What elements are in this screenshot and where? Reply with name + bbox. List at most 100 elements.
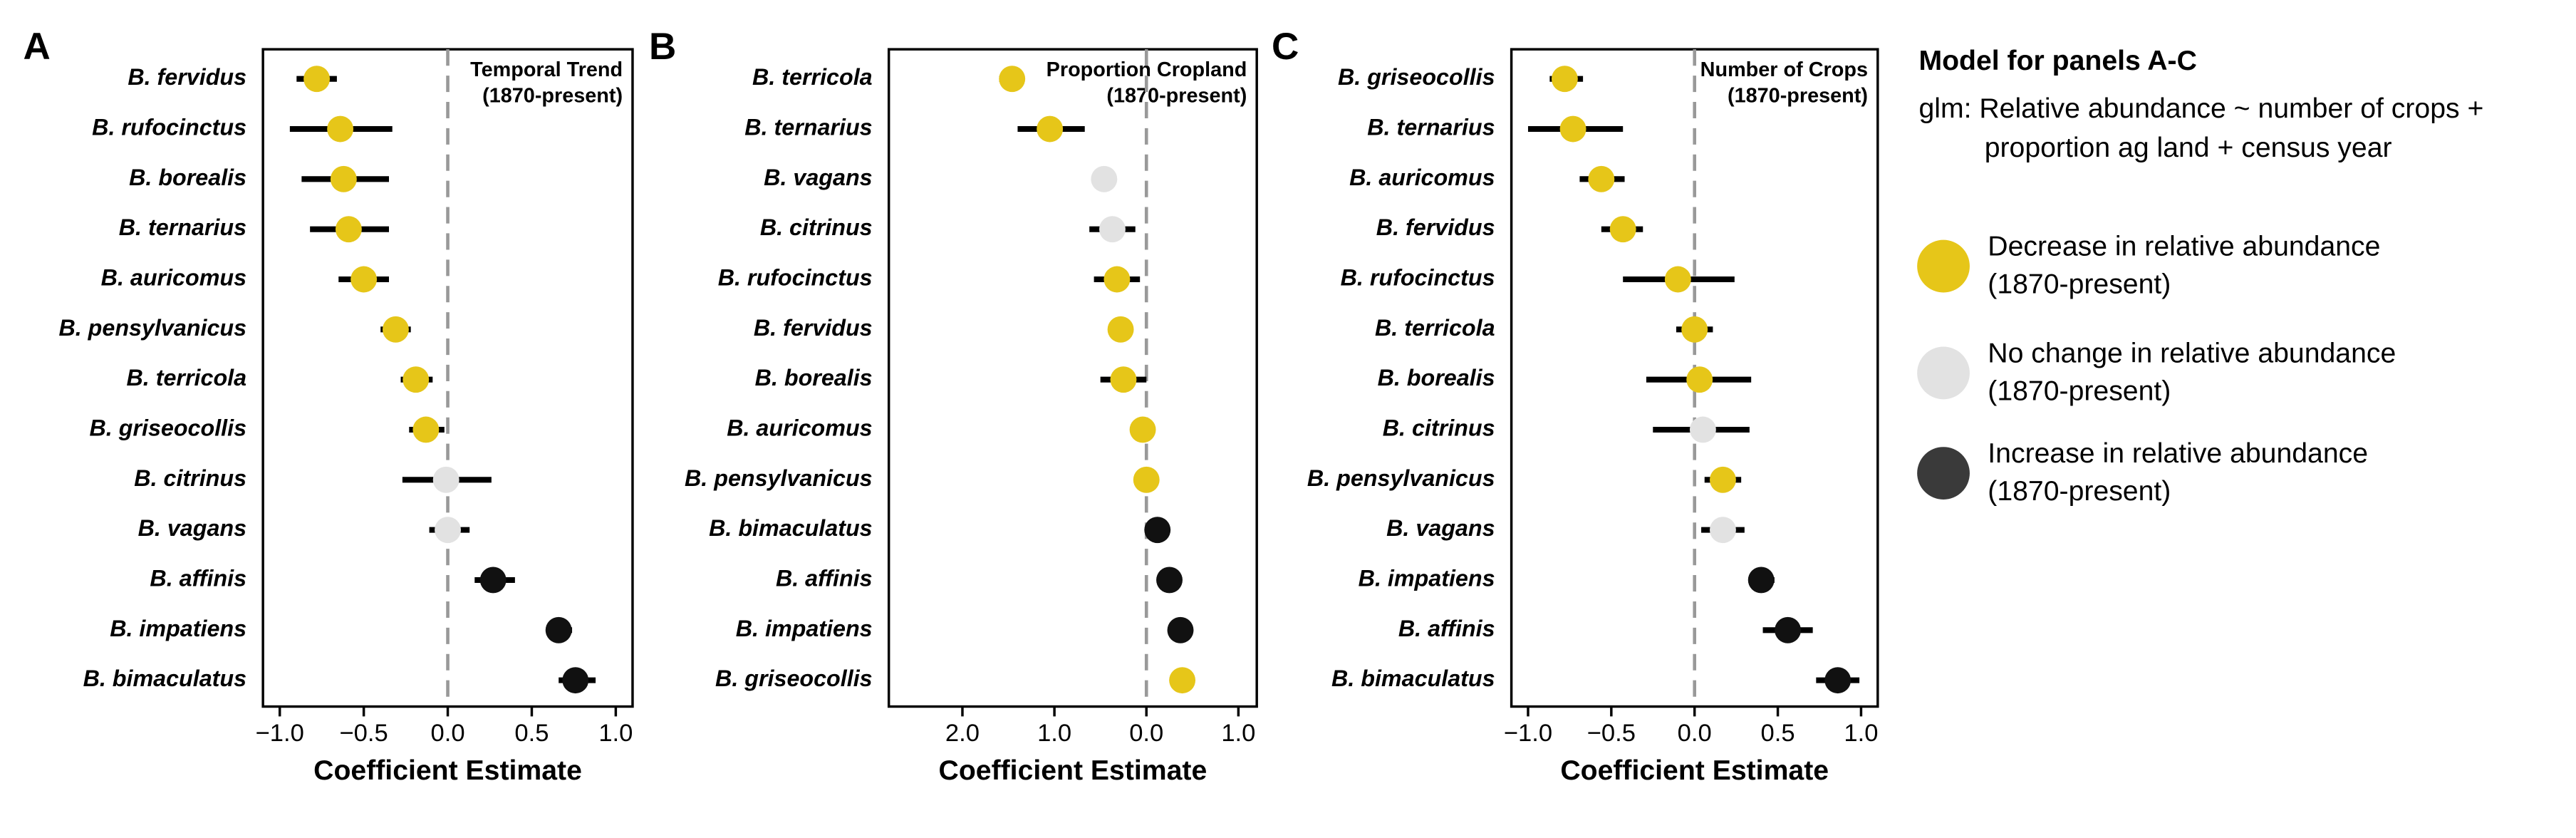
legend-label: Increase in relative abundance: [1988, 438, 2368, 469]
x-tick-label: 0.0: [431, 720, 465, 747]
y-tick-label: B. griseocollis: [715, 666, 873, 691]
estimate-point: [350, 266, 378, 293]
legend-label: No change in relative abundance: [1988, 338, 2396, 368]
estimate-point: [1689, 416, 1716, 443]
panel-letter: A: [23, 26, 50, 68]
estimate-point: [1709, 517, 1736, 544]
x-tick-label: 0.0: [1678, 720, 1712, 747]
estimate-point: [303, 66, 331, 93]
y-tick-label: B. terricola: [752, 64, 873, 90]
estimate-point: [1091, 165, 1118, 192]
y-tick-label: B. fervidus: [128, 64, 246, 90]
estimate-point: [1588, 165, 1615, 192]
y-tick-label: B. borealis: [129, 165, 246, 190]
panel-annotation: (1870-present): [1728, 85, 1868, 108]
estimate-point: [1824, 667, 1852, 694]
y-tick-label: B. griseocollis: [90, 415, 247, 441]
x-tick-label: 0.5: [1761, 720, 1795, 747]
estimate-point: [1169, 667, 1196, 694]
estimate-point: [1144, 517, 1171, 544]
estimate-point: [330, 165, 357, 192]
x-axis-label: Coefficient Estimate: [939, 755, 1208, 786]
estimate-point: [1681, 316, 1708, 343]
estimate-point: [1664, 266, 1691, 293]
estimate-point: [1551, 66, 1578, 93]
estimate-point: [435, 517, 461, 544]
x-tick-label: 2.0: [945, 720, 980, 747]
y-tick-label: B. impatiens: [1359, 566, 1495, 591]
x-tick-label: 1.0: [1037, 720, 1071, 747]
x-axis-label: Coefficient Estimate: [313, 755, 582, 786]
x-tick-label: −1.0: [1504, 720, 1552, 747]
estimate-point: [402, 366, 430, 393]
plot-frame: [887, 48, 1258, 708]
y-tick-label: B. fervidus: [1376, 214, 1495, 240]
estimate-point: [1709, 466, 1736, 493]
y-tick-label: B. citrinus: [1383, 415, 1495, 441]
x-tick-label: 0.0: [1129, 720, 1163, 747]
estimate-point: [999, 66, 1026, 93]
estimate-point: [1167, 616, 1194, 643]
y-tick-label: B. pensylvanicus: [58, 315, 246, 341]
estimate-point: [412, 416, 440, 443]
legend-swatch: [1917, 239, 1970, 293]
y-tick-label: B. terricola: [1375, 315, 1495, 341]
estimate-point: [1103, 266, 1131, 293]
x-tick-label: 1.0: [1844, 720, 1878, 747]
y-tick-label: B. terricola: [127, 365, 247, 390]
estimate-point: [1129, 416, 1156, 443]
estimate-point: [479, 567, 507, 594]
estimate-point: [1037, 115, 1064, 143]
y-tick-label: B. impatiens: [110, 616, 246, 641]
y-tick-label: B. pensylvanicus: [685, 465, 873, 491]
x-tick-label: −0.5: [339, 720, 388, 747]
y-tick-label: B. bimaculatus: [83, 666, 246, 691]
y-tick-label: B. rufocinctus: [92, 115, 246, 140]
y-tick-label: B. rufocinctus: [718, 265, 873, 291]
x-tick-label: 1.0: [1221, 720, 1255, 747]
estimate-point: [1775, 616, 1802, 643]
panel-annotation: Number of Crops: [1700, 58, 1868, 81]
model-formula: proportion ag land + census year: [1985, 133, 2392, 163]
y-tick-label: B. pensylvanicus: [1307, 465, 1495, 491]
y-tick-label: B. ternarius: [119, 214, 246, 240]
panel-annotation: Temporal Trend: [470, 58, 623, 81]
panel-letter: C: [1272, 26, 1299, 68]
estimate-point: [1609, 216, 1636, 243]
estimate-point: [1110, 366, 1137, 393]
y-tick-label: B. fervidus: [754, 315, 873, 341]
model-formula: glm: Relative abundance ~ number of crop…: [1918, 93, 2483, 124]
legend-label: Decrease in relative abundance: [1988, 232, 2380, 262]
y-tick-label: B. vagans: [138, 515, 246, 541]
legend-title: Model for panels A-C: [1918, 46, 2196, 76]
y-tick-label: B. citrinus: [760, 214, 873, 240]
y-tick-label: B. ternarius: [744, 115, 872, 140]
estimate-point: [562, 667, 589, 694]
y-tick-label: B. vagans: [1386, 515, 1495, 541]
legend-swatch: [1917, 447, 1970, 500]
y-tick-label: B. ternarius: [1367, 115, 1495, 140]
x-tick-label: 1.0: [598, 720, 633, 747]
y-tick-label: B. auricomus: [1349, 165, 1495, 190]
estimate-point: [1156, 567, 1183, 594]
y-tick-label: B. bimaculatus: [1331, 666, 1495, 691]
estimate-point: [1099, 216, 1126, 243]
x-tick-label: −0.5: [1587, 720, 1636, 747]
panel-letter: B: [649, 26, 676, 68]
x-tick-label: −1.0: [256, 720, 304, 747]
y-tick-label: B. affinis: [776, 566, 873, 591]
y-tick-label: B. affinis: [1398, 616, 1495, 641]
y-tick-label: B. affinis: [150, 566, 246, 591]
legend-label: (1870-present): [1988, 476, 2171, 507]
y-tick-label: B. auricomus: [101, 265, 246, 291]
estimate-point: [545, 616, 572, 643]
estimate-point: [1559, 115, 1586, 143]
y-tick-label: B. borealis: [755, 365, 873, 390]
estimate-point: [382, 316, 409, 343]
legend-label: (1870-present): [1988, 269, 2171, 300]
y-tick-label: B. griseocollis: [1338, 64, 1495, 90]
estimate-point: [1107, 316, 1134, 343]
legend-swatch: [1917, 346, 1970, 400]
y-tick-label: B. bimaculatus: [709, 515, 873, 541]
estimate-point: [1686, 366, 1713, 393]
